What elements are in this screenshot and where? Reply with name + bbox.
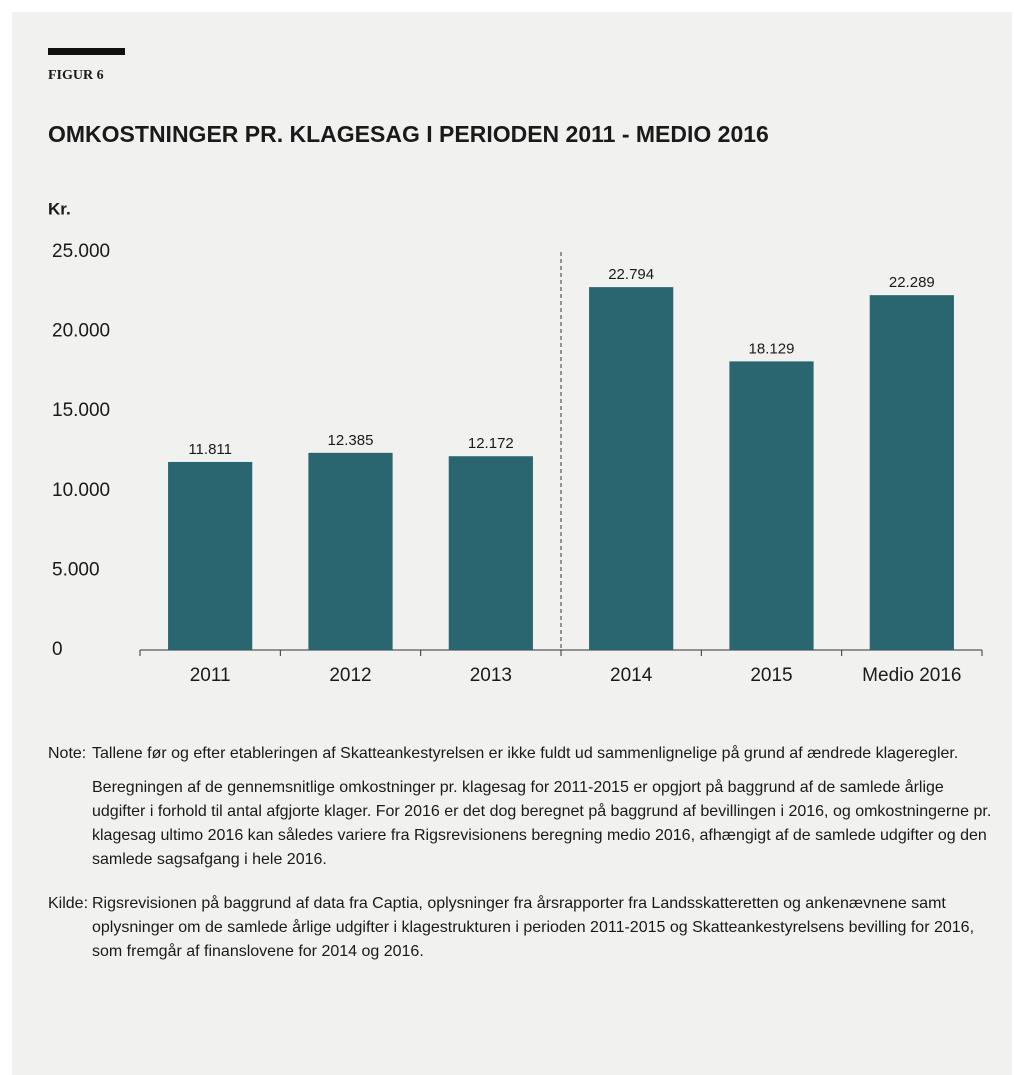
value-label: 22.289	[889, 274, 935, 291]
y-axis-label: Kr.	[48, 199, 71, 218]
note: Kilde: Rigsrevisionen på baggrund af data…	[48, 892, 994, 974]
chart-title: OMKOSTNINGER PR. KLAGESAG I PERIODEN 201…	[48, 121, 769, 147]
x-tick-label: Medio 2016	[862, 665, 961, 686]
note-text: Tallene før og efter etableringen af Ska…	[92, 745, 959, 762]
bar	[589, 287, 674, 650]
y-tick-label: 0	[52, 639, 63, 660]
page: FIGUR 6 OMKOSTNINGER PR. KLAGESAG I PERI…	[12, 12, 1012, 1075]
note-label: Note:	[48, 745, 87, 762]
y-tick-label: 25.000	[52, 241, 110, 262]
note-label: Kilde:	[48, 895, 89, 912]
bar	[869, 295, 954, 650]
x-tick-label: 2014	[610, 665, 653, 686]
value-label: 18.129	[749, 340, 795, 357]
value-label: 22.794	[608, 266, 654, 283]
y-tick-label: 5.000	[52, 559, 100, 580]
x-tick-label: 2015	[750, 665, 792, 686]
x-tick-label: 2012	[329, 665, 371, 686]
y-tick-label: 10.000	[52, 480, 110, 501]
note-body: Tallene før og efter etableringen af Ska…	[92, 742, 994, 882]
value-label: 12.172	[468, 435, 514, 452]
y-tick-label: 15.000	[52, 400, 110, 421]
y-tick-label: 20.000	[52, 321, 110, 342]
chart: FIGUR 6 OMKOSTNINGER PR. KLAGESAG I PERI…	[48, 48, 983, 686]
note-text: Beregningen af de gennemsnitlige omkostn…	[92, 779, 992, 868]
note-body: Rigsrevisionen på baggrund af data fra C…	[92, 892, 994, 974]
note: Note: Tallene før og efter etableringen a…	[48, 742, 994, 882]
figure-label: FIGUR 6	[48, 68, 104, 83]
x-tick-label: 2013	[470, 665, 512, 686]
bar	[729, 361, 814, 650]
bar	[168, 461, 253, 650]
figure-rule	[48, 48, 125, 55]
note-text: Rigsrevisionen på baggrund af data fra C…	[92, 895, 975, 960]
value-label: 11.811	[188, 441, 232, 458]
notes: Note: Tallene før og efter etableringen a…	[48, 742, 994, 984]
x-tick-label: 2011	[190, 665, 231, 686]
bar	[308, 452, 393, 650]
value-label: 12.385	[328, 432, 374, 449]
bar	[448, 456, 533, 650]
